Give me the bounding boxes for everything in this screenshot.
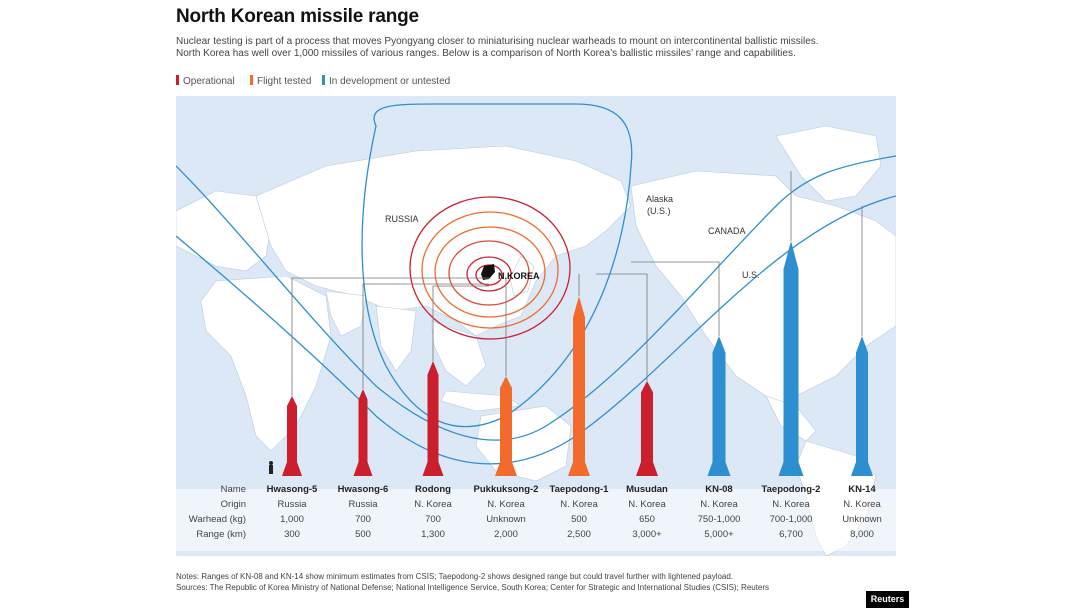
reuters-credit: Reuters [866, 591, 909, 608]
cell-rodong-warhead: 700 [425, 514, 441, 525]
legend-development-swatch [322, 75, 325, 85]
range-ring-pukkuksong-2 [434, 226, 546, 318]
intro-text: Nuclear testing is part of a process tha… [176, 36, 876, 60]
cell-hwasong-5-name: Hwasong-5 [267, 484, 318, 495]
cell-pukkuksong-2-range: 2,000 [494, 529, 518, 540]
russia-label: RUSSIA [385, 214, 419, 224]
row-label-origin: Origin [221, 499, 246, 510]
cell-taepodong-1-warhead: 500 [571, 514, 587, 525]
cell-rodong-range: 1,300 [421, 529, 445, 540]
leader-lines [291, 171, 863, 396]
range-ring-kn-08 [361, 103, 633, 428]
range-ring-taepodong-2 [176, 155, 896, 441]
notes-line: Notes: Ranges of KN-08 and KN-14 show mi… [176, 572, 734, 581]
cell-hwasong-5-origin: Russia [277, 499, 307, 510]
missile-hwasong-6 [353, 389, 373, 476]
missile-musudan [636, 381, 658, 476]
russia-asia-land [255, 145, 632, 337]
canada-label: CANADA [708, 226, 746, 236]
missile-pukkuksong-2 [495, 376, 517, 476]
cell-taepodong-1-name: Taepodong-1 [550, 484, 610, 495]
range-ring-rodong [448, 240, 530, 306]
north-america-land [630, 170, 896, 417]
india-land [375, 305, 417, 372]
cell-rodong-origin: N. Korea [414, 499, 452, 510]
cell-musudan-range: 3,000+ [632, 529, 662, 540]
missile-graphics [282, 241, 873, 476]
europe-land [176, 190, 272, 272]
cell-taepodong-2-name: Taepodong-2 [762, 484, 821, 495]
cell-pukkuksong-2-warhead: Unknown [486, 514, 526, 525]
cell-taepodong-1-range: 2,500 [567, 529, 591, 540]
cell-musudan-warhead: 650 [639, 514, 655, 525]
us-label: U.S. [742, 270, 760, 280]
row-label-warhead-kg: Warhead (kg) [189, 514, 246, 525]
cell-hwasong-6-warhead: 700 [355, 514, 371, 525]
legend-operational-swatch [176, 75, 179, 85]
cell-kn-08-name: KN-08 [705, 484, 732, 495]
cell-hwasong-6-name: Hwasong-6 [338, 484, 389, 495]
cell-hwasong-6-origin: Russia [348, 499, 378, 510]
cell-kn-14-origin: N. Korea [843, 499, 881, 510]
intro-line-2: North Korea has well over 1,000 missiles… [176, 48, 796, 59]
nkorea-label: N.KOREA [498, 271, 540, 281]
leader-line-hwasong-6 [362, 283, 489, 389]
legend-operational-label: Operational [183, 76, 235, 87]
legend-flight-tested-label: Flight tested [257, 76, 312, 87]
alaska-us-label: (U.S.) [647, 206, 671, 216]
cell-hwasong-5-range: 300 [284, 529, 300, 540]
greenland-land [775, 125, 882, 202]
missile-kn-08 [707, 336, 731, 476]
cell-taepodong-2-warhead: 700-1,000 [770, 514, 813, 525]
cell-kn-14-name: KN-14 [848, 484, 876, 495]
range-ring-taepodong-1 [421, 211, 559, 329]
page-title: North Korean missile range [176, 6, 419, 27]
cell-musudan-name: Musudan [626, 484, 668, 495]
arabia-land [325, 290, 367, 337]
table-panel [176, 489, 896, 551]
cell-kn-08-warhead: 750-1,000 [698, 514, 741, 525]
cell-hwasong-6-range: 500 [355, 529, 371, 540]
missile-taepodong-1 [568, 296, 590, 476]
cell-kn-08-origin: N. Korea [700, 499, 738, 510]
missile-table: Hwasong-5 Russia 1,000 300 Hwasong-6 Russia 70… [189, 484, 882, 540]
map-labels: RUSSIA Alaska (U.S.) CANADA U.S. [385, 194, 760, 280]
cell-hwasong-5-warhead: 1,000 [280, 514, 304, 525]
cell-kn-08-range: 5,000+ [704, 529, 734, 540]
legend-development: In development or untested [322, 75, 450, 87]
notes: Notes: Ranges of KN-08 and KN-14 show mi… [176, 571, 769, 593]
row-label-range-km: Range (km) [196, 529, 246, 540]
north-korea-shape [481, 264, 495, 280]
cell-musudan-origin: N. Korea [628, 499, 666, 510]
leader-line-hwasong-5 [291, 277, 489, 396]
missile-rodong [422, 361, 444, 476]
missile-taepodong-2 [778, 241, 804, 476]
range-ring-musudan [409, 196, 571, 340]
cell-pukkuksong-2-origin: N. Korea [487, 499, 525, 510]
missile-hwasong-5 [282, 396, 302, 476]
leader-line-musudan [596, 273, 648, 381]
missile-kn-14 [851, 336, 873, 476]
cell-taepodong-2-origin: N. Korea [772, 499, 810, 510]
alaska-label: Alaska [646, 194, 673, 204]
sources-line: Sources: The Republic of Korea Ministry … [176, 583, 770, 592]
cell-pukkuksong-2-name: Pukkuksong-2 [474, 484, 539, 495]
range-ring-hwasong-6 [466, 256, 512, 292]
leader-line-kn-08 [631, 261, 720, 336]
scale-person-icon [269, 461, 273, 474]
cell-kn-14-range: 8,000 [850, 529, 874, 540]
range-map: RUSSIA Alaska (U.S.) CANADA U.S. N.KOREA… [176, 96, 896, 556]
cell-taepodong-1-origin: N. Korea [560, 499, 598, 510]
cell-kn-14-warhead: Unknown [842, 514, 882, 525]
intro-line-1: Nuclear testing is part of a process tha… [176, 36, 819, 47]
africa-land [200, 275, 332, 452]
row-label-name: Name [221, 484, 246, 495]
legend-operational: Operational [176, 75, 235, 87]
leader-line-rodong [432, 285, 489, 361]
cell-rodong-name: Rodong [415, 484, 451, 495]
legend-development-label: In development or untested [329, 76, 451, 87]
legend-flight-tested-swatch [250, 75, 253, 85]
legend-flight-tested: Flight tested [250, 75, 311, 87]
cell-taepodong-2-range: 6,700 [779, 529, 803, 540]
